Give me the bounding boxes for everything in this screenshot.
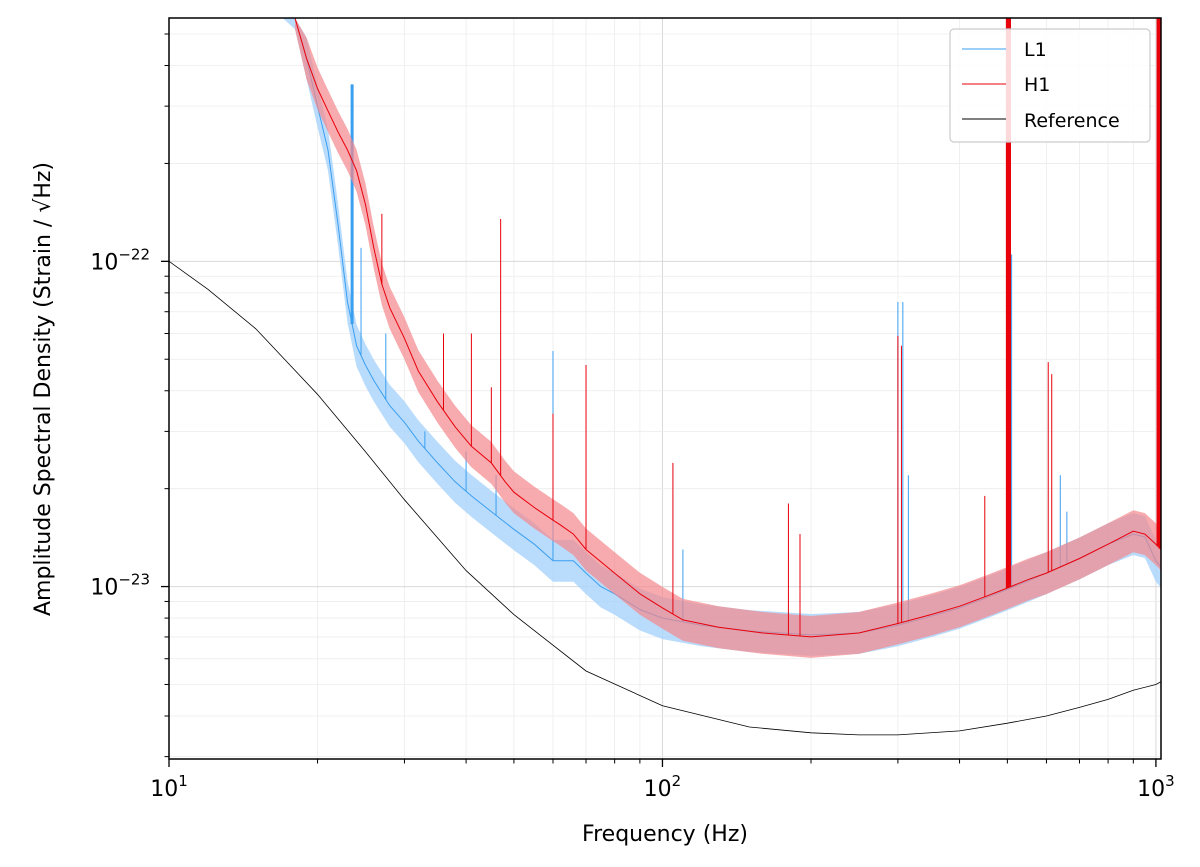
line-h1 xyxy=(294,18,1161,638)
legend-label-l1: L1 xyxy=(1024,39,1047,61)
series-reference xyxy=(169,260,1161,736)
legend-box xyxy=(949,28,1151,143)
legend-label-reference: Reference xyxy=(1024,110,1120,132)
plot-frame xyxy=(168,17,1162,760)
line-reference xyxy=(169,260,1161,736)
plot-area xyxy=(169,18,1161,736)
series-h1 xyxy=(294,18,1161,658)
legend: L1 H1 Reference xyxy=(949,28,1151,143)
x-axis-label: Frequency (Hz) xyxy=(582,822,748,847)
x-tick-label: 101 xyxy=(150,772,188,802)
x-tick-label: 102 xyxy=(644,772,682,802)
legend-label-h1: H1 xyxy=(1024,74,1050,96)
x-tick-label: 103 xyxy=(1137,772,1175,802)
y-axis-label: Amplitude Spectral Density (Strain / √Hz… xyxy=(31,162,56,616)
band-h1 xyxy=(295,18,1161,658)
y-tick-label: 10−23 xyxy=(90,571,150,601)
y-tick-label: 10−22 xyxy=(90,245,150,275)
axis-ticks: 101 102 103 10−22 10−23 xyxy=(90,33,1175,802)
